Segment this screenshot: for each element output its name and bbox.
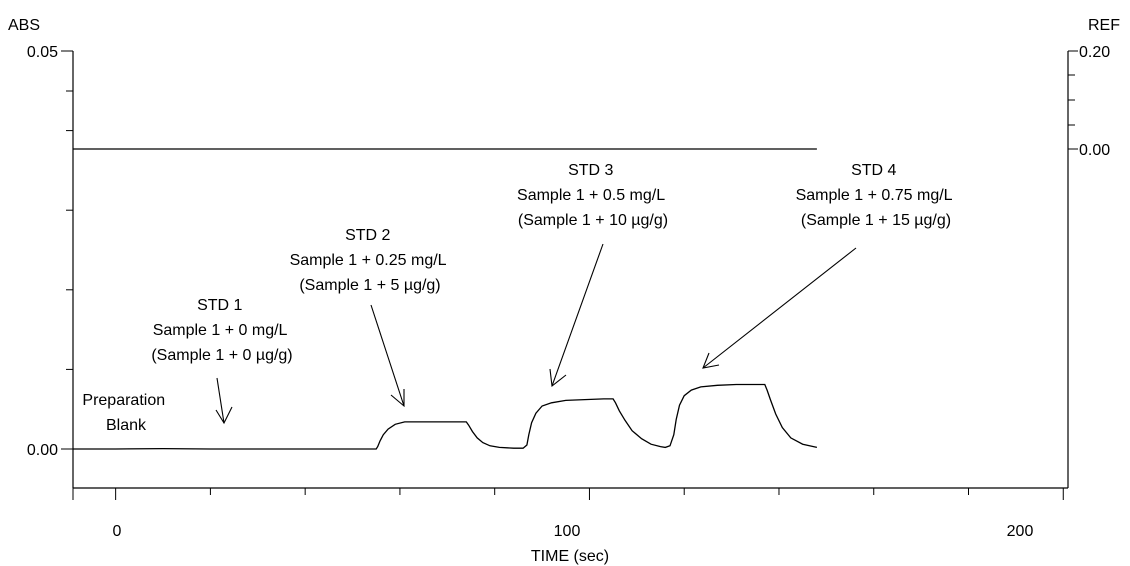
left-tick-label-zero: 0.00 [27,442,58,459]
annotation-std1-line-1: STD 1 [197,297,242,314]
annotation-std4: STD 4 Sample 1 + 0.75 mg/L (Sample 1 + 1… [796,162,957,229]
annotation-std1-line-2: Sample 1 + 0 mg/L [153,322,288,339]
annotation-std3: STD 3 Sample 1 + 0.5 mg/L (Sample 1 + 10… [517,162,669,229]
arrow-std1 [215,377,233,425]
annotation-std1-line-3: (Sample 1 + 0 µg/g) [151,347,292,364]
right-tick-label-zero: 0.00 [1079,142,1110,159]
annotation-std4-line-1: STD 4 [851,162,896,179]
left-minor-ticks [66,90,73,370]
annotation-std3-line-3: (Sample 1 + 10 µg/g) [518,212,668,229]
x-axis-title: TIME (sec) [531,548,609,565]
annotation-prep-blank: Preparation Blank [82,392,169,434]
x-tick-label-0: 0 [113,523,122,540]
annotation-std2-line-1: STD 2 [345,227,390,244]
right-minor-ticks [1068,74,1075,126]
arrow-std3 [549,243,604,388]
right-tick-label-top: 0.20 [1079,44,1110,61]
x-minor-ticks [72,488,1064,500]
left-axis-title: ABS [8,17,40,34]
annotation-std2-line-2: Sample 1 + 0.25 mg/L [290,252,447,269]
annotation-std3-line-2: Sample 1 + 0.5 mg/L [517,187,665,204]
arrow-std4 [702,247,857,369]
annotation-std2: STD 2 Sample 1 + 0.25 mg/L (Sample 1 + 5… [290,227,451,294]
annotation-std4-line-3: (Sample 1 + 15 µg/g) [801,212,951,229]
annotation-prep-blank-line-1: Preparation [82,392,165,409]
x-tick-label-100: 100 [554,523,581,540]
annotation-std4-line-2: Sample 1 + 0.75 mg/L [796,187,953,204]
x-tick-label-200: 200 [1007,523,1034,540]
annotation-std2-line-3: (Sample 1 + 5 µg/g) [299,277,440,294]
abs-trace-line [73,383,818,450]
annotation-std1: STD 1 Sample 1 + 0 mg/L (Sample 1 + 0 µg… [151,297,292,364]
annotation-std3-line-1: STD 3 [568,162,613,179]
arrow-std2 [370,304,405,408]
left-tick-label-top: 0.05 [27,44,58,61]
right-axis-title: REF [1088,17,1120,34]
annotation-prep-blank-line-2: Blank [106,417,147,434]
